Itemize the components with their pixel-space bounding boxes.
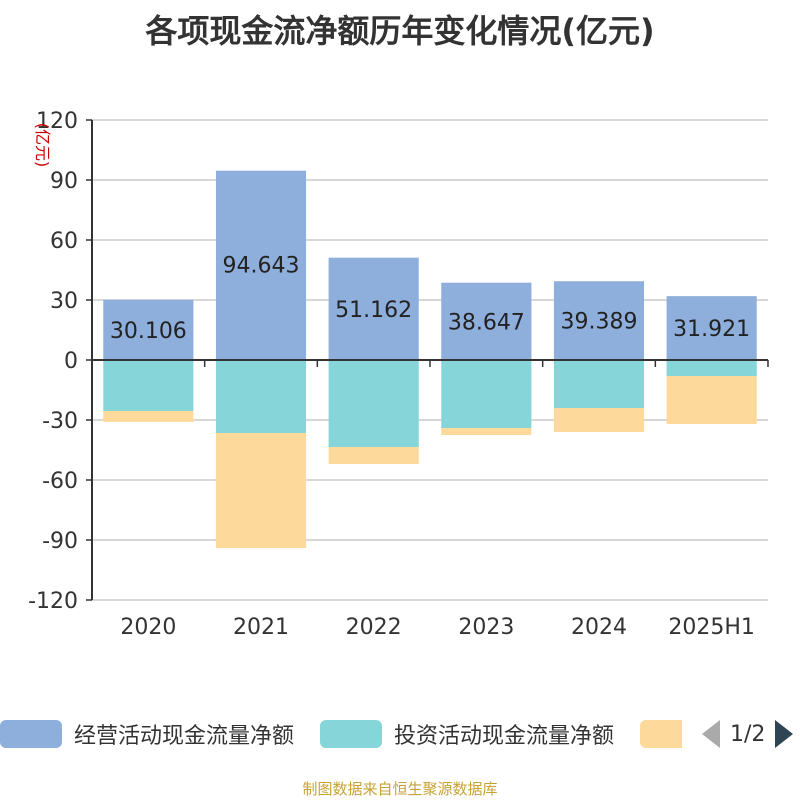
bar-chart: 120 90 60 30 0 -30 -60 -90 -120 (亿元) 30.106 2020 94.… [28,109,769,640]
data-label: 38.647 [448,310,525,335]
x-tick-label: 2024 [571,615,627,640]
pager-next-icon[interactable] [775,720,794,748]
bar-financing [103,411,194,422]
legend: 经营活动现金流量净额 投资活动现金流量净额 [0,716,800,752]
bar-investing [328,360,419,447]
bar-financing [666,376,757,424]
bar-investing [103,360,194,411]
bar-operating [441,282,532,360]
legend-item-operating[interactable]: 经营活动现金流量净额 [0,716,294,752]
y-tick-label: 90 [50,169,78,194]
y-tick-label: 30 [50,289,78,314]
y-tick-label: 0 [64,349,78,374]
x-tick-label: 2025H1 [668,615,755,640]
bar-operating [328,257,419,360]
legend-swatch-investing [320,720,382,748]
bar-financing [441,428,532,435]
bar-operating [215,170,307,360]
legend-label-operating: 经营活动现金流量净额 [74,724,295,749]
pager-prev-icon[interactable] [702,720,720,748]
y-tick-label: -90 [42,529,78,554]
chart-title: 各项现金流净额历年变化情况(亿元) [145,12,655,50]
legend-label-investing: 投资活动现金流量净额 [394,724,615,749]
bar-investing [441,360,532,428]
x-tick-label: 2020 [120,615,176,640]
source-note: 制图数据来自恒生聚源数据库 [302,780,498,798]
bar-financing [553,408,645,432]
x-tick-label: 2022 [346,615,402,640]
bar-operating [103,299,194,360]
y-axis-label: (亿元) [33,123,52,168]
data-label: 39.389 [561,310,638,335]
bar-investing [215,360,307,433]
bar-investing [666,360,757,376]
data-label: 30.106 [110,319,187,344]
x-tick-label: 2021 [233,615,289,640]
legend-item-financing[interactable] [640,716,694,752]
legend-swatch-operating [0,720,62,748]
bar-financing [215,433,307,548]
x-tick-label: 2023 [458,615,514,640]
y-tick-label: -60 [42,469,78,494]
data-label: 31.921 [673,317,750,342]
legend-pager: 1/2 [702,716,794,752]
data-label: 51.162 [335,298,412,323]
bar-operating [666,296,757,360]
y-tick-label: 60 [50,229,78,254]
bar-operating [553,281,645,360]
data-label: 94.643 [223,254,300,279]
pager-text: 1/2 [730,721,766,747]
bar-investing [553,360,645,408]
legend-item-investing[interactable]: 投资活动现金流量净额 [320,716,614,752]
y-tick-label: -30 [42,409,78,434]
legend-swatch-financing [640,720,682,748]
y-tick-label: 120 [36,109,78,134]
bar-financing [328,447,419,464]
y-tick-label: -120 [28,589,78,614]
